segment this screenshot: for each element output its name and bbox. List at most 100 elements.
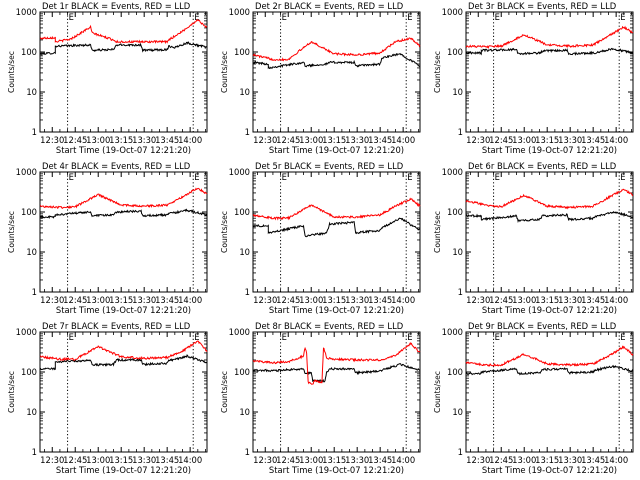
series-red-line <box>465 25 634 50</box>
y-tick-label: 100 <box>234 367 250 377</box>
y-axis-label: Counts/sec <box>433 371 442 413</box>
series-red-line <box>39 187 208 210</box>
x-tick-label: 13:15 <box>535 295 559 305</box>
y-tick-label: 1000 <box>229 167 250 177</box>
x-tick-label: 13:30 <box>558 295 582 305</box>
x-tick-label: 12:30 <box>466 135 490 145</box>
x-tick-label: 14:00 <box>604 295 628 305</box>
x-tick-label: 14:00 <box>604 135 628 145</box>
chart-panel-7: Det 7r BLACK = Events, RED = LLD 1 10 100 10… <box>7 321 208 475</box>
x-tick-label: 12:45 <box>276 135 300 145</box>
y-tick-label: 100 <box>21 207 37 217</box>
y-tick-label: 1 <box>245 287 250 297</box>
x-tick-label: 12:30 <box>466 455 490 465</box>
series-black-line <box>465 364 634 376</box>
x-axis-label: Start Time (19-Oct-07 12:21:20) <box>269 465 404 475</box>
series-black-line <box>39 41 208 56</box>
y-tick-label: 1 <box>458 127 463 137</box>
event-marker-label: E <box>495 12 500 22</box>
chart-title: Det 1r BLACK = Events, RED = LLD <box>42 1 190 11</box>
series-red-line <box>252 37 421 62</box>
event-marker-label: E <box>282 172 287 182</box>
y-tick-label: 100 <box>447 207 463 217</box>
event-marker-label: E <box>495 172 500 182</box>
x-tick-label: 13:15 <box>322 295 346 305</box>
chart-panel-4: Det 4r BLACK = Events, RED = LLD 1 10 100 10… <box>7 161 208 315</box>
plot-frame <box>39 11 208 133</box>
event-marker-label: E <box>495 332 500 342</box>
x-tick-label: 12:45 <box>63 295 87 305</box>
series-red-line <box>39 18 208 45</box>
y-tick-label: 1000 <box>442 167 463 177</box>
event-marker-label: E <box>407 332 412 342</box>
event-marker-label: E <box>620 12 625 22</box>
x-tick-label: 12:30 <box>253 455 277 465</box>
event-marker-label: E <box>194 12 199 22</box>
y-tick-label: 100 <box>447 367 463 377</box>
x-tick-label: 13:15 <box>322 135 346 145</box>
x-tick-label: 12:45 <box>489 135 513 145</box>
x-tick-label: 13:45 <box>155 455 179 465</box>
x-tick-label: 14:00 <box>391 295 415 305</box>
chart-title: Det 5r BLACK = Events, RED = LLD <box>255 161 403 171</box>
series-black-line <box>252 52 421 70</box>
chart-title: Det 7r BLACK = Events, RED = LLD <box>42 321 190 331</box>
x-tick-label: 12:30 <box>40 455 64 465</box>
y-tick-label: 100 <box>447 47 463 57</box>
x-tick-label: 13:15 <box>322 455 346 465</box>
x-tick-label: 13:45 <box>581 135 605 145</box>
series-black-line <box>465 210 634 224</box>
event-marker-label: E <box>282 12 287 22</box>
x-tick-label: 12:30 <box>253 295 277 305</box>
x-tick-label: 13:00 <box>299 295 323 305</box>
x-tick-label: 13:15 <box>109 295 133 305</box>
y-axis-label: Counts/sec <box>7 371 16 413</box>
y-tick-label: 1 <box>458 287 463 297</box>
y-tick-label: 1 <box>32 287 37 297</box>
y-axis-label: Counts/sec <box>220 211 229 253</box>
x-axis-label: Start Time (19-Oct-07 12:21:20) <box>482 145 617 155</box>
series-black-line <box>465 47 634 56</box>
x-tick-label: 12:45 <box>276 295 300 305</box>
x-tick-label: 13:15 <box>109 135 133 145</box>
x-tick-label: 13:15 <box>535 455 559 465</box>
y-tick-label: 10 <box>452 247 463 257</box>
x-tick-label: 13:30 <box>345 135 369 145</box>
y-tick-label: 1000 <box>16 7 37 17</box>
y-tick-label: 1000 <box>229 327 250 337</box>
event-marker-label: E <box>620 172 625 182</box>
y-tick-label: 100 <box>21 47 37 57</box>
chart-panel-8: Det 8r BLACK = Events, RED = LLD 1 10 100 10… <box>220 321 421 475</box>
plot-frame <box>39 331 208 453</box>
event-marker-label: E <box>69 12 74 22</box>
series-red-line <box>252 197 421 221</box>
y-tick-label: 10 <box>26 247 37 257</box>
event-marker-label: E <box>407 12 412 22</box>
plot-frame <box>252 171 421 293</box>
y-tick-label: 10 <box>239 87 250 97</box>
series-black-line <box>39 208 208 220</box>
y-tick-label: 1000 <box>442 7 463 17</box>
x-tick-label: 13:00 <box>512 135 536 145</box>
chart-title: Det 2r BLACK = Events, RED = LLD <box>255 1 403 11</box>
y-tick-label: 1000 <box>16 167 37 177</box>
y-tick-label: 100 <box>234 47 250 57</box>
x-tick-label: 12:45 <box>489 295 513 305</box>
x-tick-label: 13:00 <box>86 295 110 305</box>
chart-title: Det 9r BLACK = Events, RED = LLD <box>468 321 616 331</box>
y-tick-label: 10 <box>239 407 250 417</box>
y-tick-label: 10 <box>452 87 463 97</box>
x-tick-label: 12:45 <box>489 455 513 465</box>
chart-panel-5: Det 5r BLACK = Events, RED = LLD 1 10 100 10… <box>220 161 421 315</box>
chart-panel-2: Det 2r BLACK = Events, RED = LLD 1 10 100 10… <box>220 1 421 155</box>
x-tick-label: 14:00 <box>391 455 415 465</box>
x-axis-label: Start Time (19-Oct-07 12:21:20) <box>482 305 617 315</box>
y-axis-label: Counts/sec <box>220 371 229 413</box>
plot-frame <box>465 11 634 133</box>
chart-panel-3: Det 3r BLACK = Events, RED = LLD 1 10 100 10… <box>433 1 634 155</box>
y-axis-label: Counts/sec <box>433 211 442 253</box>
x-tick-label: 13:45 <box>581 455 605 465</box>
chart-panel-6: Det 6r BLACK = Events, RED = LLD 1 10 100 10… <box>433 161 634 315</box>
chart-title: Det 4r BLACK = Events, RED = LLD <box>42 161 190 171</box>
series-red-line <box>252 341 421 385</box>
